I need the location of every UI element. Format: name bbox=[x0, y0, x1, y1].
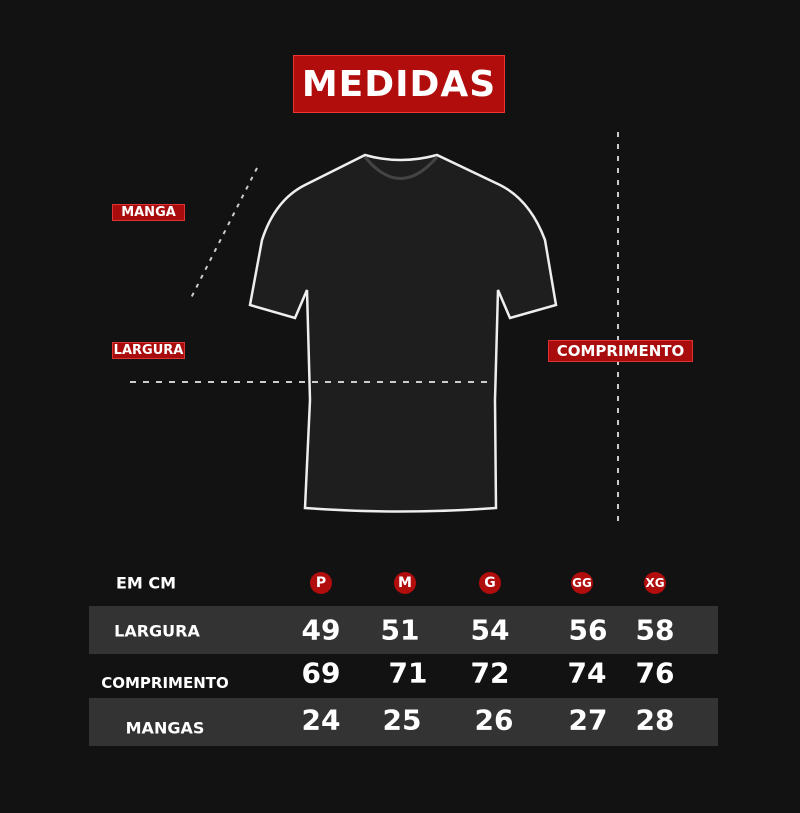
cell: 51 bbox=[380, 613, 420, 647]
cell: 74 bbox=[567, 656, 607, 690]
row-band-largura bbox=[89, 606, 718, 654]
manga-label: MANGA bbox=[112, 204, 185, 221]
manga-guide-line bbox=[189, 167, 258, 301]
largura-label: LARGURA bbox=[112, 342, 185, 359]
row-label-mangas: MANGAS bbox=[125, 718, 205, 738]
cell: 58 bbox=[635, 613, 675, 647]
size-g: G bbox=[479, 572, 501, 594]
size-xg: XG bbox=[644, 572, 666, 594]
cell: 28 bbox=[635, 703, 675, 737]
cell: 56 bbox=[568, 613, 608, 647]
unit-label: EM CM bbox=[115, 573, 177, 593]
size-m: M bbox=[394, 572, 416, 594]
page-title: MEDIDAS bbox=[293, 55, 505, 113]
cell: 71 bbox=[388, 656, 428, 690]
cell: 76 bbox=[635, 656, 675, 690]
row-label-comprimento: COMPRIMENTO bbox=[101, 674, 229, 692]
comprimento-label: COMPRIMENTO bbox=[548, 340, 693, 362]
cell: 27 bbox=[568, 703, 608, 737]
cell: 72 bbox=[470, 656, 510, 690]
cell: 24 bbox=[301, 703, 341, 737]
size-p: P bbox=[310, 572, 332, 594]
cell: 54 bbox=[470, 613, 510, 647]
row-band-mangas bbox=[89, 698, 718, 746]
cell: 25 bbox=[382, 703, 422, 737]
tshirt-shape bbox=[248, 153, 558, 513]
cell: 26 bbox=[474, 703, 514, 737]
cell: 69 bbox=[301, 656, 341, 690]
size-gg: GG bbox=[571, 572, 593, 594]
row-label-largura: LARGURA bbox=[114, 621, 200, 641]
cell: 49 bbox=[301, 613, 341, 647]
